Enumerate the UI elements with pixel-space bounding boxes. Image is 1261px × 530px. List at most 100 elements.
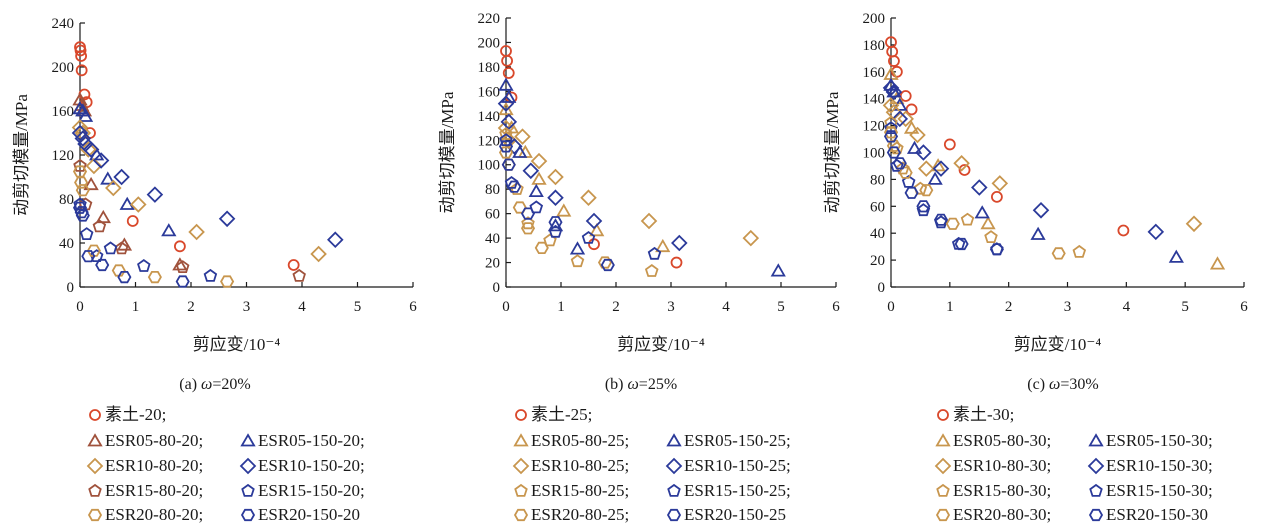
y-tick-label: 100 xyxy=(863,146,886,162)
data-point xyxy=(589,222,605,237)
data-point xyxy=(640,212,658,230)
series-ESR10-80-30 xyxy=(882,97,1203,233)
data-point xyxy=(556,203,572,217)
data-point xyxy=(310,245,327,263)
data-point xyxy=(882,97,900,114)
x-tick-label: 1 xyxy=(557,299,565,315)
data-point xyxy=(886,139,901,152)
legend-marker xyxy=(514,483,528,497)
data-point xyxy=(498,140,514,153)
data-point xyxy=(114,241,129,255)
data-point xyxy=(146,186,164,203)
x-tick-label: 6 xyxy=(832,299,840,315)
data-point xyxy=(73,197,87,211)
data-point xyxy=(953,155,970,172)
data-point xyxy=(932,160,950,177)
data-point xyxy=(126,215,139,227)
legend-marker xyxy=(1087,457,1105,475)
data-point xyxy=(73,158,87,172)
data-point xyxy=(980,215,996,230)
data-point xyxy=(899,90,912,102)
x-tick-label: 0 xyxy=(502,299,510,315)
data-point xyxy=(570,254,585,268)
data-point xyxy=(529,200,544,214)
data-point xyxy=(1185,215,1203,233)
caption-value: =30% xyxy=(1060,376,1098,393)
x-tick-label: 4 xyxy=(722,299,730,315)
data-point xyxy=(175,260,190,274)
data-point xyxy=(500,113,518,131)
data-point xyxy=(497,95,515,112)
x-tick-label: 6 xyxy=(1240,299,1248,315)
data-point xyxy=(670,256,683,269)
data-point xyxy=(498,101,514,116)
data-point xyxy=(116,237,133,251)
legend-label: 素土-25; xyxy=(531,405,592,424)
legend-label: ESR20-80-25; xyxy=(531,505,629,524)
data-point xyxy=(498,146,514,159)
x-tick-label: 3 xyxy=(243,299,251,315)
data-point xyxy=(915,144,932,161)
data-point xyxy=(528,183,544,198)
data-point xyxy=(930,158,946,172)
y-axis-label: 动剪切模量/MPa xyxy=(12,94,31,216)
data-point xyxy=(884,121,898,135)
data-point xyxy=(742,229,760,247)
legend-label: ESR05-150-20; xyxy=(258,431,365,450)
caption-omega: ω xyxy=(628,376,639,393)
legend-marker xyxy=(513,433,529,447)
legend: 素土-30; ESR05-80-30; ESR05-150-30; ESR10-80-… xyxy=(934,405,1213,524)
legend-label: ESR10-80-25; xyxy=(531,456,629,475)
data-point xyxy=(137,258,151,272)
series-ESR05-150-30 xyxy=(883,77,1184,263)
data-point xyxy=(172,257,188,271)
legend-marker xyxy=(87,433,103,447)
legend-label: ESR20-80-30; xyxy=(953,505,1051,524)
y-tick-label: 160 xyxy=(478,84,501,100)
y-tick-label: 0 xyxy=(67,280,75,296)
data-point xyxy=(581,230,596,244)
data-point xyxy=(72,201,88,214)
legend-label: ESR15-150-30; xyxy=(1106,481,1213,500)
data-point xyxy=(514,128,531,145)
legend-marker xyxy=(935,508,951,522)
y-tick-label: 160 xyxy=(863,65,886,81)
data-point xyxy=(892,157,907,170)
data-point xyxy=(530,152,548,170)
data-point xyxy=(521,216,535,230)
data-point xyxy=(896,161,910,175)
y-tick-label: 200 xyxy=(863,11,886,27)
chart-panel-2: 0 1 2 3 4 5 6020406080100120140160180200220剪应变… xyxy=(438,11,840,524)
data-point xyxy=(80,141,97,158)
legend-label: 素土-20; xyxy=(105,405,166,424)
legend-label: ESR10-80-30; xyxy=(953,456,1051,475)
data-point xyxy=(92,219,107,233)
data-point xyxy=(175,275,190,288)
data-point xyxy=(543,233,557,247)
data-point xyxy=(548,216,563,229)
legend-marker xyxy=(512,457,530,475)
series-ESR05-150-25 xyxy=(498,77,786,277)
data-point xyxy=(927,171,943,185)
data-point xyxy=(1051,247,1066,260)
legend-label: ESR05-150-30; xyxy=(1106,431,1213,450)
data-point xyxy=(989,243,1004,256)
legend-marker xyxy=(513,508,529,522)
data-point xyxy=(934,215,948,229)
y-tick-label: 80 xyxy=(485,182,500,198)
y-tick-label: 120 xyxy=(863,119,886,135)
data-point xyxy=(883,126,899,139)
legend-marker xyxy=(515,409,527,421)
legend-marker xyxy=(239,457,257,475)
legend-marker xyxy=(934,457,952,475)
data-point xyxy=(498,77,514,91)
data-point xyxy=(954,237,969,251)
data-point xyxy=(655,238,671,253)
data-point xyxy=(1168,249,1184,263)
data-point xyxy=(919,184,934,197)
data-point xyxy=(161,223,177,237)
data-point xyxy=(974,205,990,219)
data-point xyxy=(943,138,956,151)
y-tick-label: 40 xyxy=(870,226,885,242)
data-point xyxy=(327,231,344,248)
